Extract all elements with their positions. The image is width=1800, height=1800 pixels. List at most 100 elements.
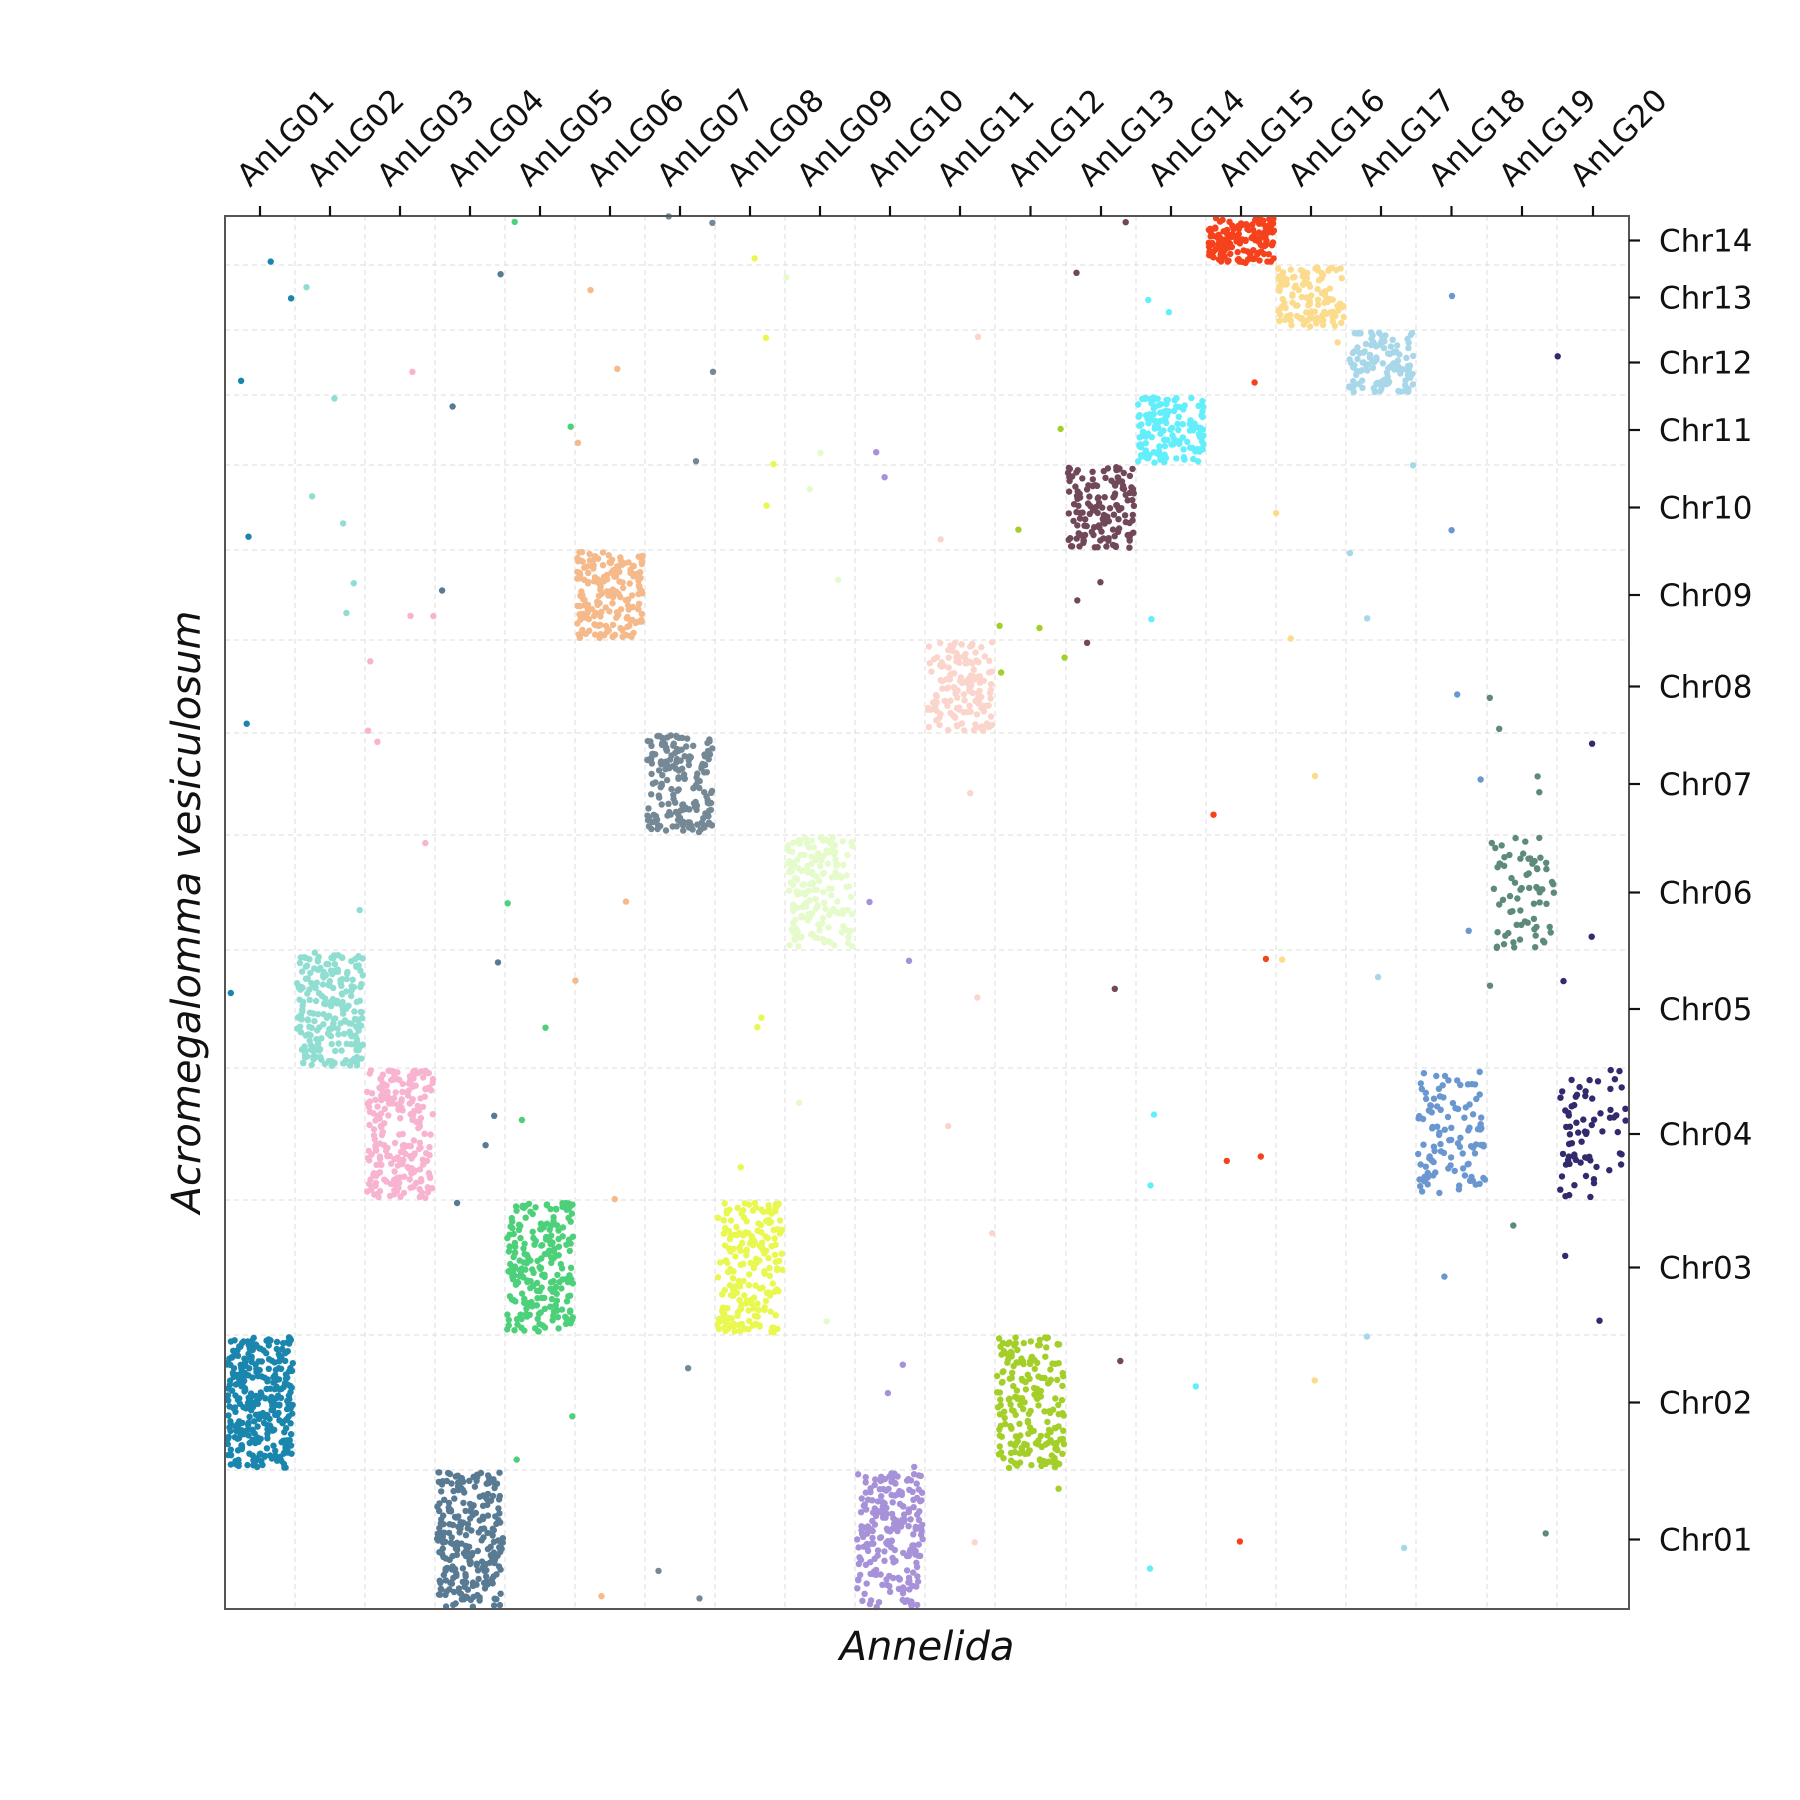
cluster-point: [849, 911, 856, 918]
cluster-point: [268, 1393, 275, 1401]
cluster-point: [1340, 313, 1347, 321]
scattered-point: [491, 1112, 498, 1120]
cluster-point: [655, 767, 663, 774]
cluster-point: [776, 1217, 784, 1224]
cluster-point: [914, 1601, 921, 1609]
cluster-point: [339, 998, 346, 1006]
scattered-point: [518, 1116, 526, 1124]
cluster-point: [987, 713, 995, 720]
cluster-point: [949, 643, 956, 650]
cluster-point: [821, 899, 828, 906]
scattered-point: [1055, 1485, 1062, 1492]
cluster-point: [273, 1383, 280, 1391]
cluster-point: [958, 641, 965, 648]
cluster-point: [249, 1346, 256, 1354]
cluster-point: [250, 1462, 257, 1469]
scattered-point: [1363, 1333, 1371, 1340]
cluster-point: [484, 1472, 492, 1479]
cluster-point: [1471, 1150, 1479, 1157]
scattered-point: [1477, 776, 1484, 783]
cluster-point: [1622, 1105, 1629, 1113]
cluster-point: [1007, 1422, 1014, 1430]
cluster-point: [1126, 544, 1133, 551]
scattered-point: [511, 218, 518, 226]
scattered-point: [622, 898, 630, 905]
cluster-point: [591, 553, 598, 560]
cluster-point: [1161, 442, 1169, 450]
scattered-point: [1461, 1172, 1469, 1179]
scattered-point: [873, 449, 880, 456]
cluster-point: [738, 1301, 745, 1309]
cluster-point: [960, 709, 967, 716]
cluster-point: [277, 1356, 284, 1364]
cluster-point: [1492, 844, 1499, 852]
cluster-point: [1142, 447, 1150, 454]
cluster-point: [566, 1247, 573, 1255]
cluster-point: [747, 1259, 754, 1267]
cluster-point: [843, 872, 850, 879]
cluster-point: [693, 806, 700, 814]
cluster-point: [304, 990, 311, 997]
cluster-point: [1299, 281, 1307, 288]
cluster-point: [1162, 407, 1170, 414]
cluster-point: [774, 1226, 782, 1233]
cluster-point: [464, 1521, 472, 1528]
scattered-point: [430, 612, 437, 620]
cluster-point: [1048, 1452, 1056, 1459]
scattered-point: [1262, 955, 1270, 963]
scattered-point: [367, 658, 374, 665]
cluster-point: [267, 1337, 274, 1344]
cluster-point: [812, 895, 819, 903]
cluster-point: [1420, 1070, 1428, 1077]
cluster-point: [829, 833, 836, 841]
cluster-point: [1448, 1136, 1455, 1144]
cluster-point: [745, 1307, 752, 1314]
cluster-point: [734, 1204, 741, 1212]
cluster-point: [889, 1499, 896, 1506]
scattered-point: [1074, 597, 1081, 604]
cluster-point: [1529, 860, 1536, 867]
cluster-point: [855, 1577, 862, 1584]
cluster-point: [442, 1567, 449, 1574]
cluster-point: [961, 727, 968, 734]
cluster-point: [1118, 505, 1125, 512]
cluster-point: [1105, 537, 1112, 544]
scattered-point: [438, 587, 446, 594]
cluster-point: [367, 1176, 374, 1183]
cluster-point: [455, 1585, 463, 1592]
cluster-point: [1074, 522, 1081, 529]
cluster-point: [1207, 233, 1214, 240]
cluster-point: [234, 1396, 242, 1404]
cluster-point: [1383, 369, 1391, 376]
cluster-point: [1042, 1353, 1049, 1360]
cluster-point: [817, 834, 824, 841]
cluster-point: [624, 602, 632, 609]
cluster-point: [862, 1474, 869, 1481]
cluster-point: [1164, 436, 1171, 444]
cluster-point: [1590, 1179, 1598, 1187]
cluster-point: [326, 1012, 333, 1019]
cluster-point: [1142, 433, 1150, 440]
cluster-point: [786, 941, 793, 949]
cluster-point: [473, 1477, 480, 1485]
cluster-point: [1476, 1068, 1483, 1076]
cluster-point: [1315, 301, 1322, 308]
cluster-point: [388, 1068, 395, 1075]
cluster-point: [863, 1580, 870, 1587]
cluster-point: [478, 1558, 486, 1565]
cluster-point: [1138, 453, 1145, 460]
cluster-point: [253, 1368, 260, 1376]
cluster-point: [1404, 368, 1412, 375]
cluster-point: [765, 1289, 772, 1296]
cluster-point: [1557, 1094, 1564, 1101]
cluster-point: [1473, 1095, 1480, 1103]
cluster-point: [816, 853, 823, 860]
cluster-point: [960, 691, 967, 698]
cluster-point: [1251, 231, 1258, 238]
cluster-point: [262, 1413, 269, 1421]
cluster-point: [555, 1227, 562, 1234]
scattered-point: [1251, 379, 1258, 386]
cluster-point: [1001, 1420, 1009, 1428]
cluster-point: [1375, 329, 1383, 337]
cluster-point: [835, 910, 842, 917]
